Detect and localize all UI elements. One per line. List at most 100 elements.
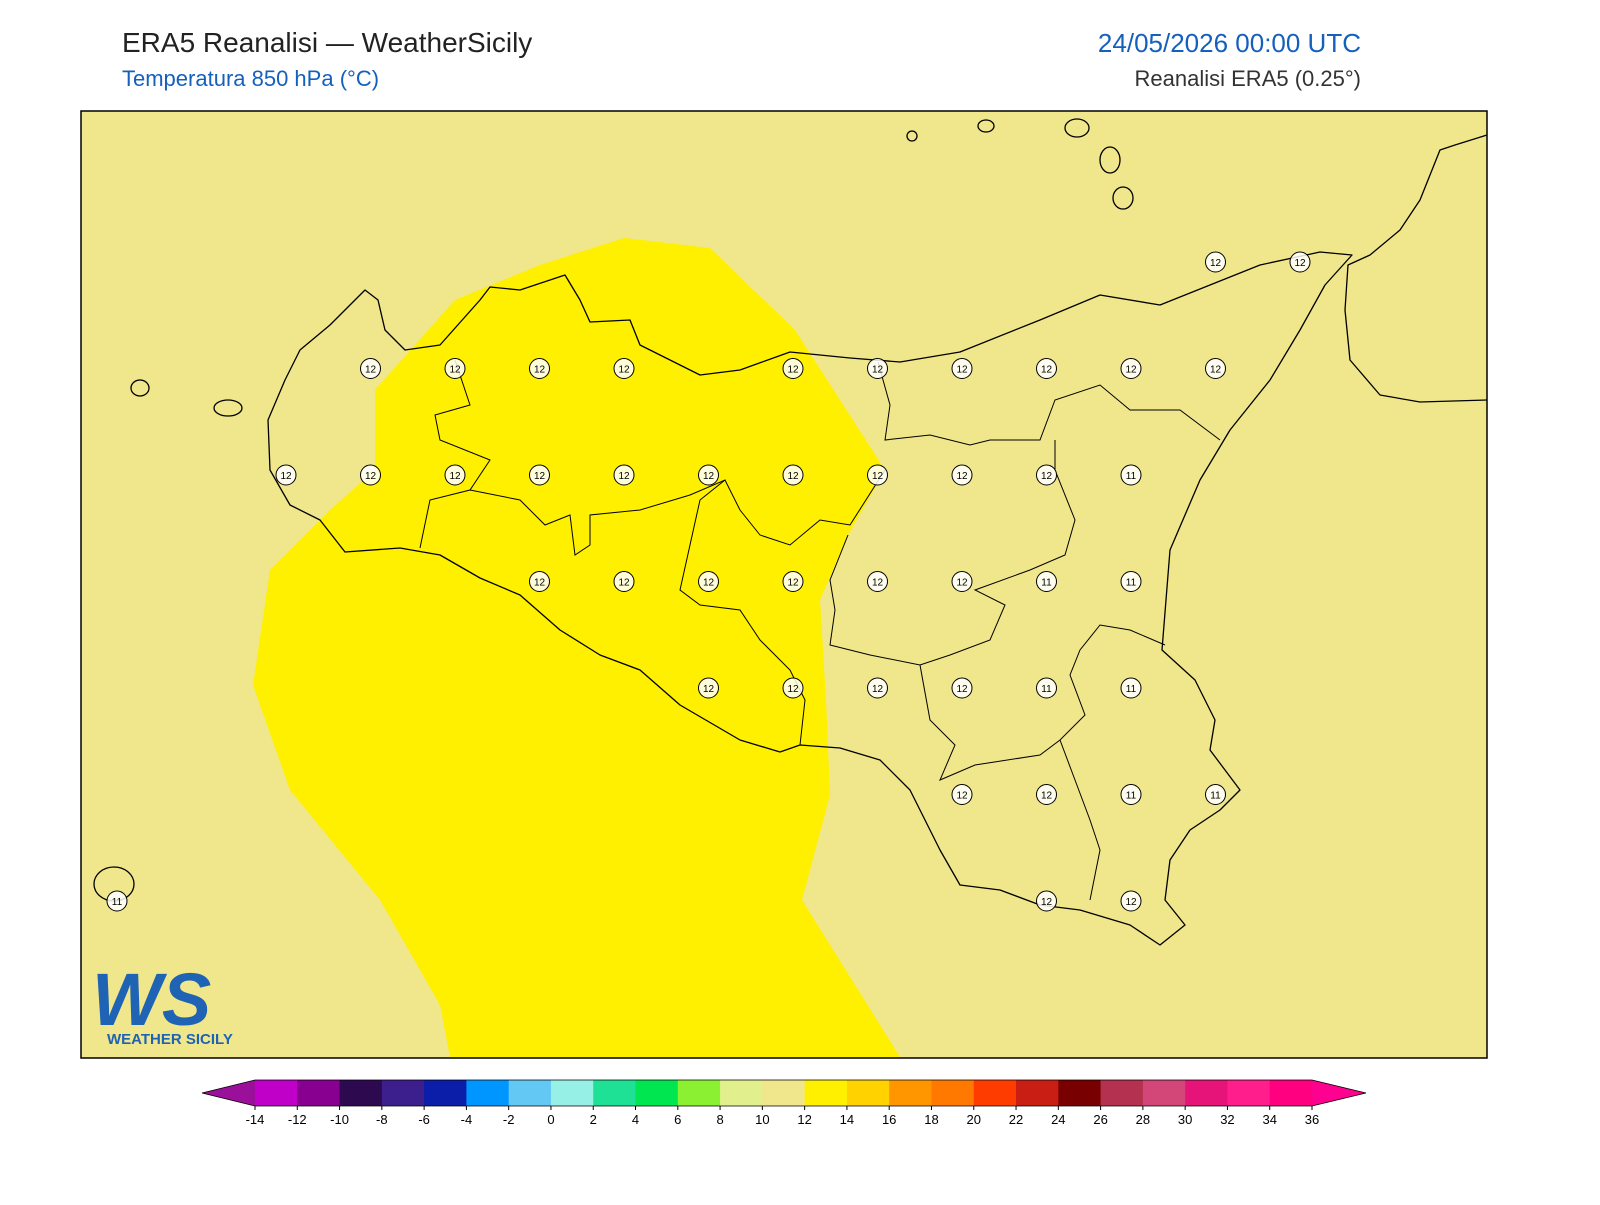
colorbar-tick-label: 22	[1009, 1112, 1023, 1127]
colorbar-tick-label: 16	[882, 1112, 896, 1127]
station-value: 11	[112, 897, 123, 908]
source: Reanalisi ERA5 (0.25°)	[1135, 66, 1361, 91]
station-marker	[1120, 784, 1142, 805]
logo-name: WEATHER SICILY	[107, 1031, 233, 1048]
station-value: 12	[1294, 258, 1306, 269]
station-marker	[951, 677, 973, 699]
island	[1112, 186, 1134, 210]
station-marker	[1036, 358, 1057, 379]
station-value: 12	[365, 365, 377, 376]
colorbar-segment	[1185, 1080, 1228, 1106]
station-marker	[867, 571, 888, 592]
station-value: 12	[1125, 897, 1137, 908]
station-value: 12	[872, 365, 884, 376]
colorbar-tick-label: -4	[461, 1112, 473, 1127]
datetime: 24/05/2026 00:00 UTC	[1098, 28, 1361, 58]
colorbar-segment	[635, 1080, 679, 1106]
colorbar-segment	[931, 1080, 975, 1106]
station-value: 12	[534, 365, 546, 376]
colorbar-segment	[762, 1080, 806, 1106]
colorbar-tick-label: 2	[590, 1112, 597, 1127]
colorbar-segment	[466, 1080, 510, 1106]
map-frame	[80, 110, 1488, 1059]
station-value: 12	[1210, 258, 1222, 269]
province-border	[877, 361, 1221, 446]
station-value: 11	[1041, 684, 1052, 695]
colorbar-tick-label: 4	[632, 1112, 639, 1127]
station-value: 12	[1041, 365, 1053, 376]
station-value: 11	[1126, 684, 1137, 695]
colorbar-tick-label: 12	[797, 1112, 811, 1127]
island	[1099, 146, 1121, 174]
station-marker	[782, 464, 804, 486]
station-marker	[444, 358, 466, 379]
station-value: 12	[956, 578, 968, 589]
field-high	[253, 238, 900, 1057]
station-value: 12	[872, 471, 884, 482]
colorbar-tick-label: -2	[503, 1112, 515, 1127]
station-value: 12	[365, 471, 377, 482]
colorbar-tick-label: -8	[376, 1112, 388, 1127]
station-marker	[444, 464, 466, 486]
island	[906, 130, 918, 142]
station-value: 12	[1041, 791, 1053, 802]
station-marker	[1036, 784, 1057, 805]
colorbar-segment	[593, 1080, 637, 1106]
station-marker	[1120, 464, 1142, 486]
station-value: 12	[787, 365, 799, 376]
station-marker	[1205, 358, 1226, 379]
station-value: 12	[787, 684, 799, 695]
station-marker	[1036, 890, 1057, 912]
station-value: 11	[1126, 791, 1137, 802]
title: ERA5 Reanalisi — WeatherSicily	[122, 27, 532, 58]
colorbar-tick-label: 36	[1305, 1112, 1319, 1127]
station-marker	[1120, 890, 1142, 912]
station-marker	[613, 571, 635, 592]
colorbar-tick-label: 32	[1220, 1112, 1234, 1127]
colorbar-segment	[339, 1080, 383, 1106]
colorbar-tick-label: -6	[418, 1112, 430, 1127]
colorbar: -14 -12 -10 -8 -6 -4 -2 0 2 4 6 8 10 12 14 16 18 20 22 24 26…	[201, 1079, 1367, 1127]
colorbar-tick-label: 26	[1093, 1112, 1107, 1127]
station-marker	[782, 571, 804, 592]
colorbar-over	[1312, 1080, 1366, 1106]
colorbar-segment	[1058, 1080, 1102, 1106]
island	[977, 119, 995, 133]
island	[1064, 118, 1090, 138]
station-marker	[698, 464, 719, 486]
station-marker	[613, 464, 635, 486]
station-value: 12	[703, 471, 715, 482]
colorbar-segment	[1227, 1080, 1271, 1106]
station-marker	[360, 464, 381, 486]
colorbar-segment	[889, 1080, 932, 1106]
station-marker	[529, 358, 550, 379]
station-marker	[867, 358, 888, 379]
station-value: 12	[872, 578, 884, 589]
colorbar-under	[202, 1080, 255, 1106]
colorbar-segment	[381, 1080, 425, 1106]
colorbar-tick-label: 6	[674, 1112, 681, 1127]
station-value: 12	[280, 471, 292, 482]
colorbar-tick-label: 10	[755, 1112, 769, 1127]
colorbar-segment	[1142, 1080, 1186, 1106]
logo: WS WEATHER SICILY	[92, 958, 233, 1048]
subtitle: Temperatura 850 hPa (°C)	[122, 66, 379, 91]
station-marker	[529, 571, 550, 592]
colorbar-segment	[255, 1080, 298, 1106]
station-marker	[1289, 251, 1311, 273]
station-value: 12	[1125, 365, 1137, 376]
station-marker	[782, 358, 804, 379]
station-value: 12	[449, 365, 461, 376]
station-labels: 12 12 12 12 12 12 12 12 12 12 12 12 12 12 12 12 12 12 12 12…	[106, 251, 1311, 912]
station-value: 12	[1041, 897, 1053, 908]
station-value: 11	[1210, 791, 1221, 802]
station-marker	[951, 464, 973, 486]
colorbar-tick-label: 20	[967, 1112, 981, 1127]
station-marker	[1205, 784, 1226, 805]
province-border	[469, 469, 886, 556]
station-value: 12	[872, 684, 884, 695]
station-value: 12	[703, 578, 715, 589]
colorbar-segment	[677, 1080, 721, 1106]
station-value: 11	[1126, 471, 1137, 482]
